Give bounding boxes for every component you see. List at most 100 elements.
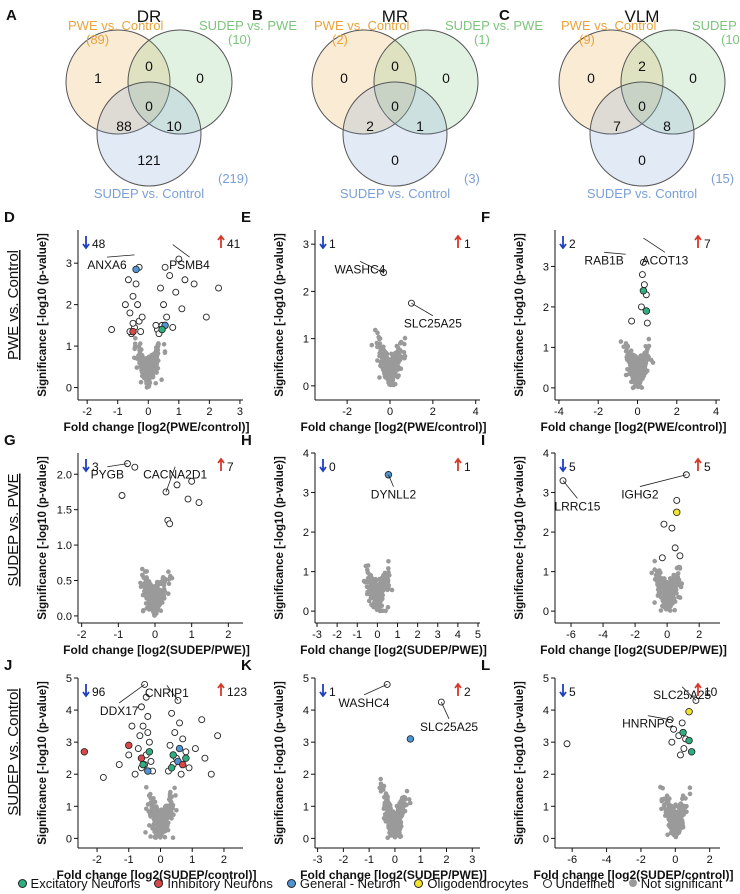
x-tick-label: -2 — [593, 406, 603, 418]
significant-point — [171, 729, 179, 736]
y-tick-label: 0 — [303, 833, 309, 845]
panel-letter-G: G — [4, 432, 16, 449]
nonsignificant-point — [381, 787, 386, 792]
legend-oligo: Oligodendrocytes — [414, 876, 529, 891]
x-tick-label: -1 — [124, 854, 134, 866]
gene-label: SLC25A25 — [653, 688, 711, 702]
nonsignificant-point — [396, 367, 401, 372]
legend-label-undefined: Undefined — [555, 875, 615, 891]
y-tick-label: 0 — [543, 833, 549, 845]
nonsignificant-point — [646, 336, 652, 342]
significant-point — [144, 713, 152, 720]
x-tick-label: 2 — [221, 854, 227, 866]
y-tick-label: 1 — [543, 801, 549, 813]
x-tick-label: 1 — [189, 629, 195, 641]
x-tick-label: 0 — [387, 406, 393, 418]
significant-point — [202, 313, 210, 321]
panel-letter-I: I — [481, 432, 485, 449]
x-tick-label: -3 — [312, 629, 322, 641]
nonsignificant-point — [158, 581, 164, 586]
venn-region-count: 2 — [638, 58, 646, 74]
nonsignificant-point — [161, 342, 167, 347]
nonsignificant-point — [629, 357, 634, 363]
y-tick-label: 2 — [66, 769, 72, 781]
nonsignificant-point — [674, 583, 680, 588]
significant-point — [118, 492, 126, 499]
nonsignificant-point — [132, 355, 137, 361]
nonsignificant-point — [379, 596, 385, 601]
nonsignificant-point — [137, 361, 142, 366]
nonsignificant-point — [150, 605, 156, 611]
significant-point — [181, 276, 189, 284]
panel-letter-A: A — [6, 7, 17, 24]
up-arrow-icon — [454, 234, 462, 248]
y-axis-label: Significance [-log10 (p-value)] — [514, 233, 526, 397]
down-count: 5 — [569, 685, 576, 699]
venn-region-count: 1 — [416, 118, 424, 134]
gene-label: WASHC4 — [335, 262, 386, 276]
celltype-point-oligo — [685, 707, 693, 716]
nonsignificant-point — [661, 576, 666, 581]
venn-title-B: MR — [382, 7, 408, 26]
nonsignificant-point — [625, 352, 630, 358]
x-tick-label: 0 — [664, 629, 670, 641]
nonsignificant-points — [138, 566, 175, 618]
nonsignificant-point — [380, 345, 385, 351]
venn-set3-label: SUDEP vs. Control — [94, 186, 204, 201]
nonsignificant-point — [165, 827, 171, 833]
nonsignificant-point — [636, 369, 642, 374]
y-tick-label: 0 — [303, 606, 309, 618]
up-arrow-icon — [694, 457, 702, 471]
nonsignificant-point — [377, 785, 383, 791]
celltype-point-general — [144, 767, 152, 775]
nonsignificant-point — [391, 355, 397, 361]
panel-letter-C: C — [499, 7, 510, 24]
significant-point — [99, 773, 107, 781]
significant-point — [178, 305, 186, 313]
significant-point — [129, 319, 137, 327]
celltype-point-excitatory — [685, 736, 693, 745]
celltype-point-inhibitory — [137, 754, 146, 762]
gene-label: RAB1B — [584, 253, 623, 267]
significant-point — [678, 719, 686, 727]
venn-set3-count: (219) — [218, 171, 248, 186]
venn-region-count: 0 — [638, 152, 646, 168]
venn-region-count: 0 — [391, 58, 399, 74]
nonsignificant-point — [143, 569, 148, 574]
up-count: 7 — [704, 237, 711, 251]
x-tick-label: 0 — [374, 629, 380, 641]
nonsignificant-points — [649, 558, 685, 613]
down-count: 0 — [329, 460, 336, 474]
nonsignificant-point — [161, 821, 166, 827]
x-tick-label: 2 — [415, 629, 421, 641]
nonsignificant-point — [159, 593, 165, 599]
panel-letter-J: J — [4, 657, 12, 674]
legend-dot-general — [286, 878, 296, 888]
x-tick-label: -2 — [92, 854, 102, 866]
nonsignificant-point — [153, 381, 158, 386]
x-tick-label: -2 — [630, 629, 640, 641]
venn-set1-count: (2) — [332, 32, 348, 47]
nonsignificant-point — [168, 808, 174, 814]
significant-point — [680, 745, 688, 753]
venn-region-count: 2 — [366, 118, 374, 134]
nonsignificant-point — [373, 327, 378, 333]
up-count: 41 — [227, 237, 241, 251]
x-axis-label: Fold change [log2(SUDEP/PWE)] — [540, 643, 727, 657]
significant-point — [168, 709, 176, 717]
significant-point — [660, 520, 668, 528]
nonsignificant-point — [150, 824, 156, 829]
nonsignificant-point — [684, 803, 689, 809]
y-tick-label: 0 — [303, 381, 309, 393]
volcano-panel-G: G -2 -1 0 1 2 0.0 0.5 1.0 1.5 2.0 Fold change [log2… — [4, 432, 250, 657]
nonsignificant-point — [367, 591, 373, 597]
venn-set2-count: (10) — [228, 32, 251, 47]
y-tick-label: 1 — [303, 801, 309, 813]
nonsignificant-point — [158, 835, 163, 840]
nonsignificant-point — [144, 785, 149, 790]
x-axis-label: Fold change [log2(SUDEP/control)] — [534, 868, 734, 882]
gene-leader-line — [647, 715, 671, 721]
nonsignificant-point — [152, 799, 158, 805]
